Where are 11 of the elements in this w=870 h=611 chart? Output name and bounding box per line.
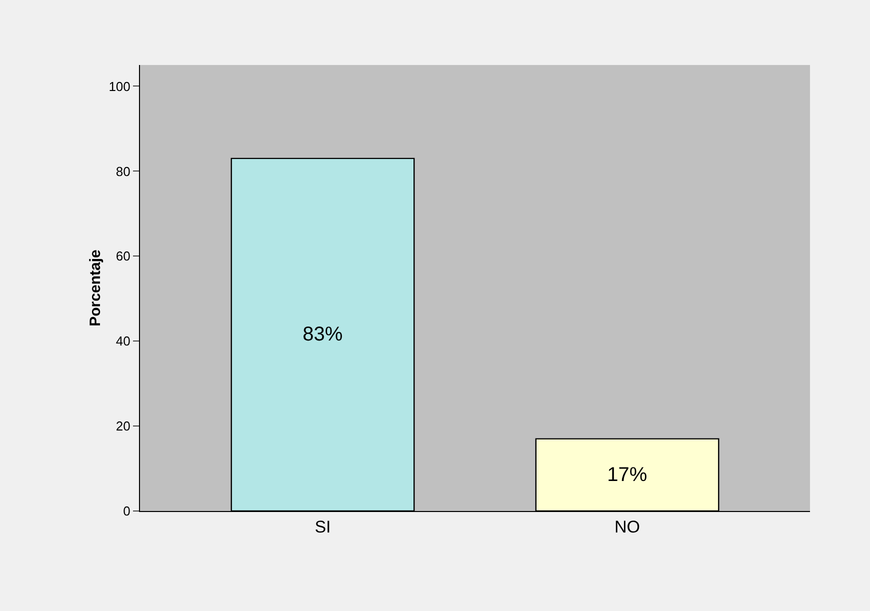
data-label: 17% — [607, 464, 648, 486]
y-tick-label: 60 — [116, 248, 130, 264]
x-tick-label: NO — [614, 517, 640, 536]
y-axis-title: Porcentaje — [87, 250, 104, 326]
data-label: 83% — [302, 324, 343, 346]
y-tick-label: 20 — [116, 418, 130, 434]
y-tick-label: 100 — [108, 78, 130, 94]
x-tick-label: SI — [314, 517, 331, 536]
y-tick-label: 80 — [116, 164, 130, 179]
y-tick-label: 40 — [116, 334, 130, 349]
y-tick-label: 0 — [123, 504, 130, 519]
